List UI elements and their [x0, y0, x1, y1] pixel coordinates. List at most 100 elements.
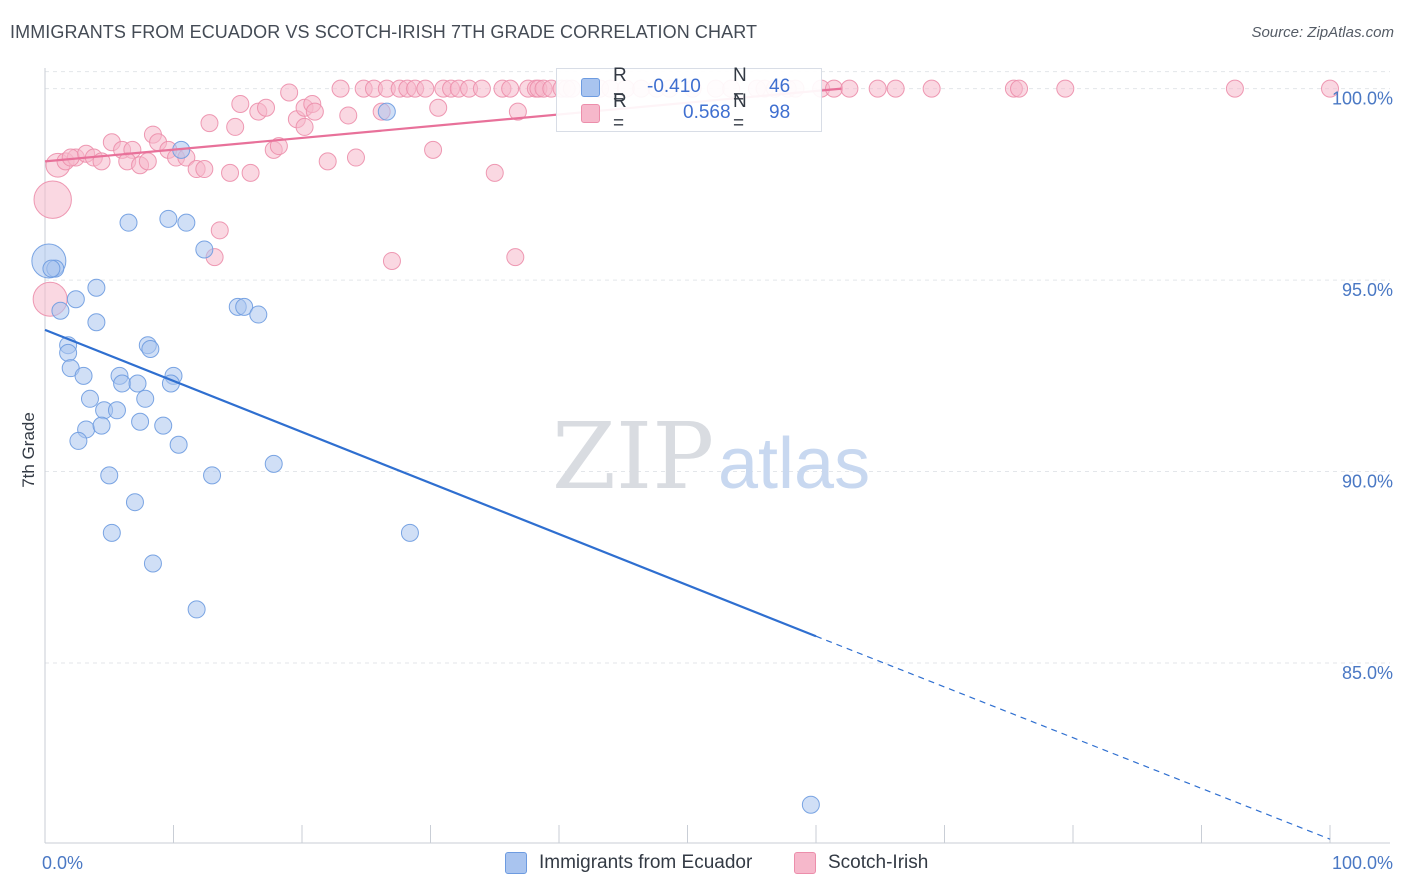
ecuador-point [177, 213, 196, 232]
scotch-irish-point [429, 98, 448, 117]
scotch-irish-point [506, 248, 525, 267]
n-label: N = [733, 91, 747, 134]
watermark-atlas: atlas [718, 424, 870, 504]
ecuador-point [377, 102, 396, 121]
scotch-irish-point [886, 79, 905, 98]
legend-item-scotch-irish[interactable]: Scotch-Irish [794, 852, 928, 874]
scotch-irish-point [305, 102, 324, 121]
ecuador-point [203, 466, 222, 485]
scotch-irish-point [210, 221, 229, 240]
r-value: 0.568 [683, 102, 731, 123]
n-value: 98 [769, 102, 791, 123]
ecuador-point [264, 454, 283, 473]
ecuador-point [69, 431, 88, 450]
scotch-irish-point [472, 79, 491, 98]
ecuador-point [66, 290, 85, 309]
scotch-irish-point [416, 79, 435, 98]
scotch-irish-point [280, 83, 299, 102]
ecuador-point [249, 305, 268, 324]
scotch-irish-point [508, 102, 527, 121]
ecuador-point [102, 523, 121, 542]
scotch-irish-point [501, 79, 520, 98]
scotch-irish-point [339, 106, 358, 125]
legend-label-scotch-irish: Scotch-Irish [828, 852, 929, 873]
ecuador-point [128, 374, 147, 393]
ecuador-point [119, 213, 138, 232]
stats-legend: R = -0.410 N = 46 R = 0.568 N = 98 [556, 65, 822, 134]
ecuador-point [141, 340, 160, 359]
ecuador-point [136, 389, 155, 408]
scotch-irish-point [1225, 79, 1244, 98]
ecuador-point [154, 416, 173, 435]
chart-title: IMMIGRANTS FROM ECUADOR VS SCOTCH-IRISH … [10, 22, 758, 42]
ecuador-point [42, 259, 61, 278]
axis-labels: 85.0% 90.0% 95.0% 100.0% 0.0% 100.0% 7th Grade [19, 89, 1393, 873]
scotch-irish-point [1321, 79, 1339, 98]
ecuador-point [107, 401, 126, 420]
scotch-irish-point [1056, 79, 1075, 98]
scotch-irish-point [241, 163, 260, 182]
scotch-irish-point [1010, 79, 1029, 98]
ecuador-point [113, 374, 132, 393]
scotch-irish-point [269, 137, 288, 156]
series-legend: Immigrants from Ecuador Scotch-Irish [0, 852, 1406, 878]
ecuador-point [59, 343, 78, 362]
ecuador-point [87, 313, 106, 332]
ecuador-swatch-icon [581, 78, 600, 97]
watermark: ZIP atlas [552, 403, 870, 510]
n-value: 46 [769, 76, 791, 97]
ecuador-point [100, 466, 119, 485]
scotch-irish-point [295, 117, 314, 136]
scotch-irish-point [318, 152, 337, 171]
legend-item-ecuador[interactable]: Immigrants from Ecuador [505, 852, 752, 874]
x-tick-label: 100.0% [1332, 853, 1393, 873]
ecuador-point [195, 240, 214, 259]
ecuador-point [159, 209, 178, 228]
y-tick-label: 85.0% [1342, 663, 1393, 683]
scotch-irish-point [868, 79, 887, 98]
ecuador-point [51, 301, 70, 320]
ecuador-point [74, 366, 93, 385]
ecuador-trend-line [44, 328, 817, 638]
watermark-zip: ZIP [552, 403, 714, 510]
scotch-irish-point [221, 163, 240, 182]
ecuador-point [235, 297, 254, 316]
scotch-legend-icon [794, 852, 816, 874]
ecuador-point [169, 435, 188, 454]
scotch-irish-point [200, 114, 219, 133]
scotch-irish-point [922, 79, 941, 98]
ecuador-point [143, 554, 162, 573]
scotch-irish-point [138, 152, 157, 171]
ecuador-point [801, 795, 820, 814]
r-label: R = [613, 91, 627, 134]
y-tick-label: 95.0% [1342, 280, 1393, 300]
y-tick-label: 90.0% [1342, 472, 1393, 492]
ecuador-point [187, 600, 206, 619]
scotch-irish-point [195, 160, 214, 179]
scotch-irish-point [382, 251, 401, 270]
ecuador-point [125, 493, 144, 512]
scotch-irish-point [231, 94, 250, 113]
r-value: -0.410 [647, 76, 701, 97]
scotch-irish-point [226, 117, 245, 136]
scotch-irish-point [331, 79, 350, 98]
ecuador-trend-extension [815, 635, 1331, 840]
legend-label-ecuador: Immigrants from Ecuador [539, 852, 753, 873]
n-label: N = [733, 65, 747, 108]
scotch-irish-point [424, 140, 443, 159]
x-tick-label: 0.0% [42, 853, 83, 873]
scotch-irish-point [485, 163, 504, 182]
scotch-irish-point [33, 180, 72, 219]
scotch-irish-point [257, 98, 276, 117]
ecuador-point [131, 412, 150, 431]
chart-source: Source: ZipAtlas.com [1251, 24, 1394, 41]
scotch-irish-point [840, 79, 859, 98]
scotch-irish-point [346, 148, 365, 167]
ecuador-point [80, 389, 99, 408]
ecuador-point [400, 523, 419, 542]
ecuador-point [92, 416, 111, 435]
y-tick-label: 100.0% [1332, 89, 1393, 109]
y-axis-title: 7th Grade [19, 412, 38, 488]
gridlines [45, 71, 1390, 664]
